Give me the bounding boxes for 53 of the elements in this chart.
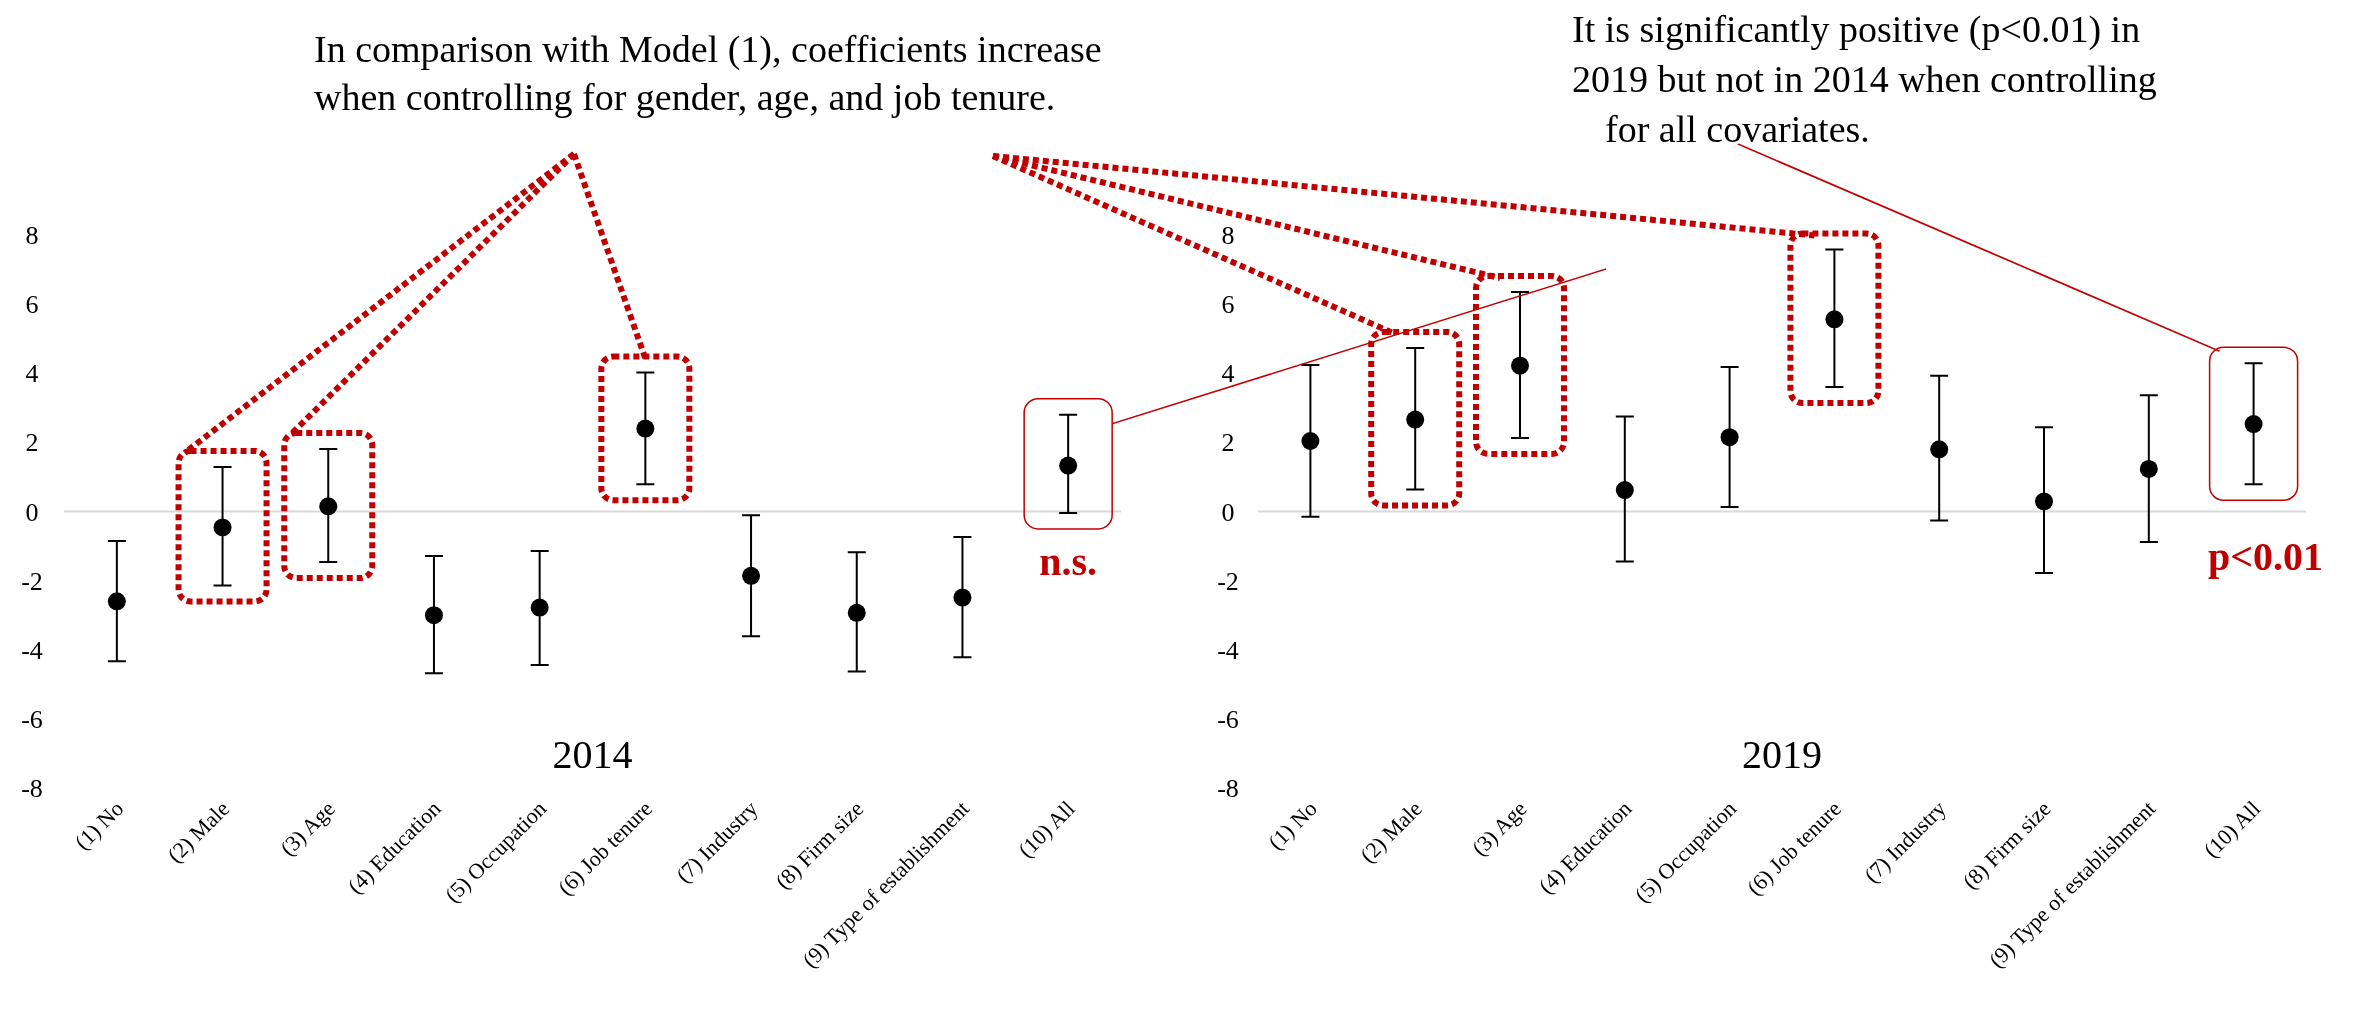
point [847, 603, 866, 622]
text: It is significantly positive (p<0.01) in 2019 but not in 2014 when controlling for all covariates. [1572, 8, 2157, 150]
point [2139, 459, 2158, 478]
y-tick-label: 0 [1221, 497, 1235, 527]
y-tick-label: 4 [25, 359, 39, 389]
point [2035, 492, 2053, 511]
y-tick-label: 6 [25, 290, 39, 320]
x-tick-label: (3) Age [275, 795, 340, 861]
y-tick-label: -8 [1217, 774, 1239, 804]
y-tick-label: 4 [1221, 359, 1235, 389]
annotation: n.s. [1039, 539, 1098, 584]
y-tick-label: -6 [21, 704, 43, 734]
annotation: p<0.01 [2208, 534, 2324, 579]
point [636, 419, 655, 438]
x-tick-label: (1) No [69, 795, 129, 855]
point [2244, 415, 2263, 434]
x-tick-label: (2) Male [162, 795, 235, 868]
point [319, 497, 338, 516]
point [1511, 356, 1529, 375]
x-tick-label: (10) All [1013, 795, 1080, 863]
x-tick-label: (10) All [2198, 795, 2266, 863]
x-tick-label: (1) No [1263, 795, 1322, 855]
point [107, 592, 126, 611]
point [1301, 431, 1320, 450]
y-tick-label: 6 [1221, 290, 1235, 320]
y-tick-label: -2 [1217, 566, 1239, 596]
point [1615, 481, 1634, 500]
point [1720, 428, 1739, 447]
point [1059, 456, 1078, 475]
y-tick-label: -2 [21, 566, 43, 596]
y-tick-label: 8 [25, 221, 39, 251]
y-tick-label: -8 [21, 774, 43, 804]
y-tick-label: 2 [25, 428, 39, 458]
point [1930, 440, 1949, 459]
y-tick-label: 8 [1221, 221, 1235, 251]
point [1825, 310, 1844, 329]
y-tick-label: 2 [1221, 428, 1235, 458]
text: In comparison with Model (1), coefficients increase when controlling for gender, age, and job tenure. [314, 28, 1102, 118]
y-tick-label: -6 [1217, 704, 1239, 734]
point [1406, 410, 1425, 429]
point [424, 606, 443, 625]
point [953, 588, 972, 607]
x-tick-label: (2) Male [1355, 795, 1427, 868]
x-tick-label: (3) Age [1466, 795, 1532, 861]
text: 2019 [1742, 732, 1822, 777]
y-tick-label: -4 [21, 635, 43, 665]
point [742, 566, 761, 585]
y-tick-label: -4 [1217, 635, 1239, 665]
point [213, 518, 232, 537]
text: 2014 [552, 732, 633, 777]
point [530, 598, 549, 617]
y-tick-label: 0 [25, 497, 39, 527]
x-tick-label: (8) Firm size [770, 795, 869, 894]
